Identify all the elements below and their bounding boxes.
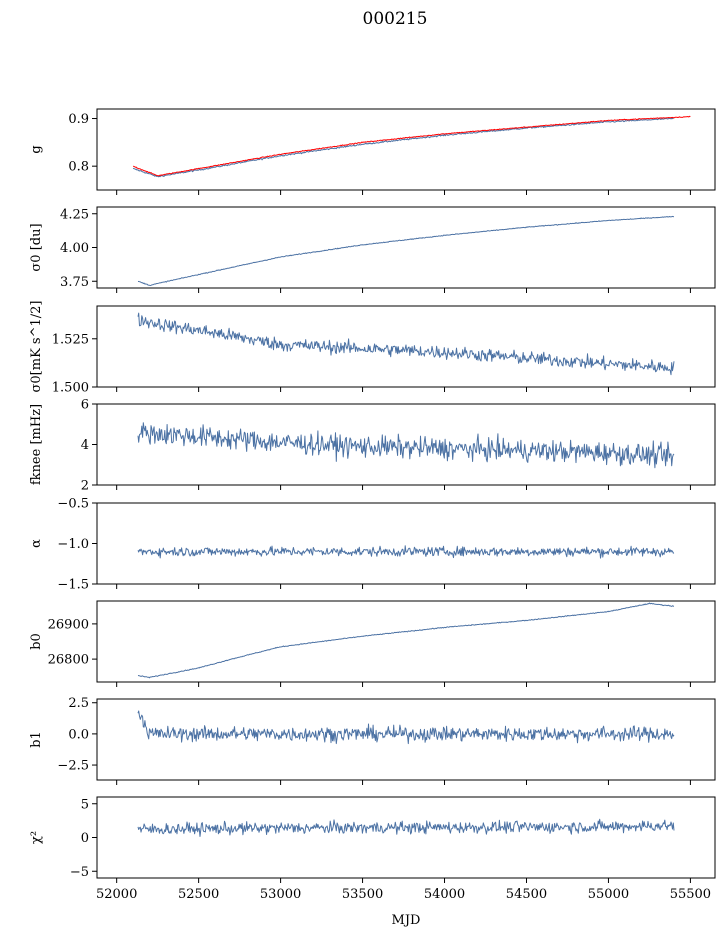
y-tick-label: 0.9 [68, 112, 89, 127]
y-axis-label: σ0 [du] [29, 223, 44, 271]
y-tick-label: 3.75 [60, 275, 89, 290]
axes-frame [96, 108, 716, 191]
y-tick-label: 0 [81, 831, 89, 846]
y-tick-label: 4.25 [60, 207, 89, 222]
panel-2: 3.75 4.00 4.25 σ0 [du] [29, 206, 716, 293]
panel-6: 26800 26900 b0 [29, 600, 716, 687]
x-tick-label: 53000 [260, 887, 301, 902]
y-tick-label: −0.5 [57, 497, 89, 512]
y-tick-label: 1.525 [52, 332, 89, 347]
y-tick-label: −5 [70, 865, 89, 880]
panel-1: 0.8 0.9 g [29, 108, 716, 195]
axes-frame [96, 502, 716, 585]
x-tick-label: 55500 [670, 887, 711, 902]
y-tick-label: 2.5 [68, 696, 89, 711]
y-tick-label: 0.0 [68, 727, 89, 742]
series-line-3-1 [137, 312, 675, 376]
y-axis-label: g [29, 145, 44, 153]
series-line-1-1 [132, 117, 675, 178]
x-tick-label: 53500 [342, 887, 383, 902]
y-tick-label: −1.0 [57, 537, 89, 552]
series-line-8-1 [137, 818, 675, 837]
y-tick-label: −2.5 [57, 759, 89, 774]
x-tick-label: 55000 [588, 887, 629, 902]
y-axis-label: fknee [mHz] [29, 404, 44, 485]
y-tick-label: 4 [81, 438, 89, 453]
y-tick-label: 2 [81, 479, 89, 494]
y-axis-label: χ² [29, 831, 44, 844]
axes-frame [96, 305, 716, 388]
series-line-1-2 [133, 115, 691, 177]
axes-frame [96, 698, 716, 781]
x-tick-label: 54500 [506, 887, 547, 902]
axes-frame [96, 600, 716, 683]
series-line-5-1 [137, 545, 675, 559]
x-tick-label: 52000 [96, 887, 137, 902]
panel-4: 2 4 6 fknee [mHz] [29, 398, 716, 494]
panel-8: −5 0 5 52000 52500 53000 53500 54000 54500 55000 5… [29, 796, 716, 928]
y-axis-label: α [29, 539, 44, 548]
series-line-2-1 [137, 215, 675, 286]
y-axis-label: σ0[mK s^1/2] [29, 301, 44, 393]
y-tick-label: 6 [81, 398, 89, 413]
series-line-7-1 [137, 710, 675, 745]
y-tick-label: 1.500 [52, 381, 89, 396]
panel-5: −1.5 −1.0 −0.5 α [29, 497, 716, 593]
y-tick-label: 26800 [48, 653, 89, 668]
y-tick-label: 5 [81, 797, 89, 812]
y-tick-label: 0.8 [68, 160, 89, 175]
y-tick-label: 4.00 [60, 241, 89, 256]
figure-title: 000215 [363, 9, 428, 29]
y-axis-label: b0 [29, 633, 44, 650]
x-axis-label: MJD [392, 913, 421, 928]
x-tick-label: 52500 [178, 887, 219, 902]
y-tick-label: −1.5 [57, 578, 89, 593]
axes-frame [96, 796, 716, 879]
y-tick-label: 26900 [48, 617, 89, 632]
panel-7: −2.5 0.0 2.5 b1 [29, 696, 716, 785]
panels: 0.8 0.9 g 3.75 4.00 4.25 σ0 [du] 1.500 1.525 σ0[m… [29, 108, 716, 928]
x-tick-label: 54000 [424, 887, 465, 902]
panel-3: 1.500 1.525 σ0[mK s^1/2] [29, 301, 716, 396]
series-line-4-1 [137, 422, 675, 469]
y-axis-label: b1 [29, 731, 44, 748]
series-line-6-1 [137, 602, 675, 679]
